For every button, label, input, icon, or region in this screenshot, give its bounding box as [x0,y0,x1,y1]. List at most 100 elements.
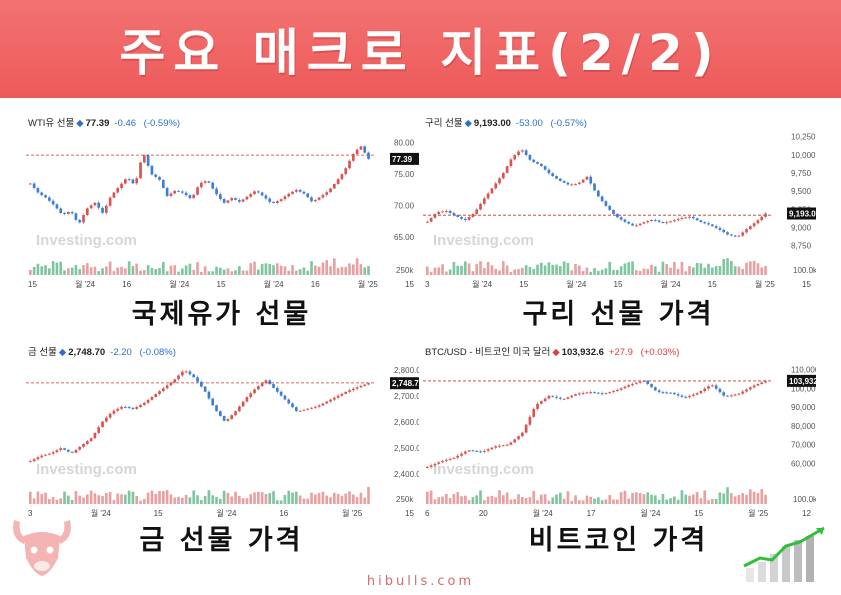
investing-watermark: Investing.com [433,232,534,249]
candle-body [646,380,650,385]
candle-body [211,182,215,189]
candle-body [741,232,745,236]
volume-axis-label: 250k [396,495,414,504]
candle-body [363,146,367,153]
x-tick-label: 17 [587,509,596,518]
rising-bars-icon [743,526,825,582]
volume-bar [517,494,520,504]
x-tick-label: 월 '25 [755,279,776,289]
caption-copper: 구리 선물 가격 [522,299,715,330]
volume-bar [528,497,532,504]
volume-bar [112,271,116,275]
candle-body [456,455,460,458]
candle-body [619,388,623,390]
candle-body [348,160,351,169]
candle-body [498,178,501,184]
volume-bar [321,491,325,504]
candle-body [521,150,524,152]
volume-bar [578,500,581,504]
volume-bar [578,265,581,275]
volume-bar [120,266,123,275]
instrument-name: 금 선물 [28,347,57,358]
volume-bar [502,495,505,504]
candle-body [150,396,154,400]
volume-bar [441,264,444,275]
price-change: -2.20 [110,347,132,358]
title-banner: 주요 매크로 지표(2/2) [0,0,841,98]
candle-body [203,386,207,392]
instrument-name: 구리 선물 [425,118,463,129]
candle-body [608,205,612,210]
candle-body [82,443,85,447]
volume-bar [154,494,158,504]
chart-area-gold: Investing.com 250k 2,800.00 2,700.00 2,600.0… [26,366,419,518]
candle-body [570,395,574,398]
volume-bar [467,263,471,275]
volume-bar [688,266,691,275]
x-tick-label: 월 '25 [748,508,769,518]
volume-bar [551,264,555,275]
volume-bar [352,494,355,504]
candle-body [483,198,486,204]
candle-body [101,207,104,213]
x-tick-label: 15 [614,280,623,289]
x-tick-label: 20 [479,509,488,518]
volume-bar [597,497,600,504]
volume-bar [756,263,760,275]
volume-bar [737,494,741,504]
candle-body [245,196,249,200]
candle-body [676,218,680,221]
volume-bar [359,492,363,504]
chart-header-copper: 구리 선물 ◆ 9,193.00 -53.00 (-0.57%) [425,115,587,129]
candle-body [733,394,737,396]
candle-body [429,465,433,467]
volume-bar [135,495,139,504]
candle-body [40,192,44,196]
volume-bar [150,268,154,275]
price-change: +27.9 [608,347,633,358]
volume-bar [192,490,196,504]
volume-bar [226,268,230,275]
candle-body [108,413,112,418]
candle-body [314,199,317,202]
candle-body [44,195,47,198]
candle-body [433,463,437,466]
x-tick-label: 월 '25 [342,508,363,518]
volume-bar [219,267,222,275]
candle-body [268,380,272,385]
volume-bar [283,266,287,275]
volume-bar [93,493,97,504]
price-tag-box [390,377,419,390]
chart-panel-gold: Investing.com 250k 2,800.00 2,700.00 2,600.0… [24,342,419,518]
candle-body [703,388,707,392]
volume-bar [559,492,562,504]
candle-body [329,188,332,193]
candle-body [707,223,710,225]
volume-bar [230,271,234,275]
candle-body [158,176,161,180]
price-change-pct: (+0.03%) [640,347,680,358]
volume-bar [730,261,733,275]
investing-watermark: Investing.com [36,461,137,478]
volume-bar [726,258,729,275]
candle-body [581,392,585,394]
volume-bar [192,269,196,275]
candle-body [555,396,558,398]
candle-body [654,387,657,391]
volume-bar [464,261,467,275]
candle-body [627,385,631,387]
y-tick-label: 80,000 [791,422,816,431]
candle-body [722,392,726,396]
candle-body [574,184,577,186]
volume-bar [177,496,180,504]
volume-bar [684,494,688,504]
volume-bar [479,261,482,275]
price-tag-box [390,152,419,165]
volume-bar [536,264,539,275]
volume-bar [177,271,180,275]
volume-bar [479,490,482,504]
candle-body [287,399,291,404]
candle-body [551,395,555,397]
volume-bar [562,261,566,275]
candle-body [711,224,714,227]
